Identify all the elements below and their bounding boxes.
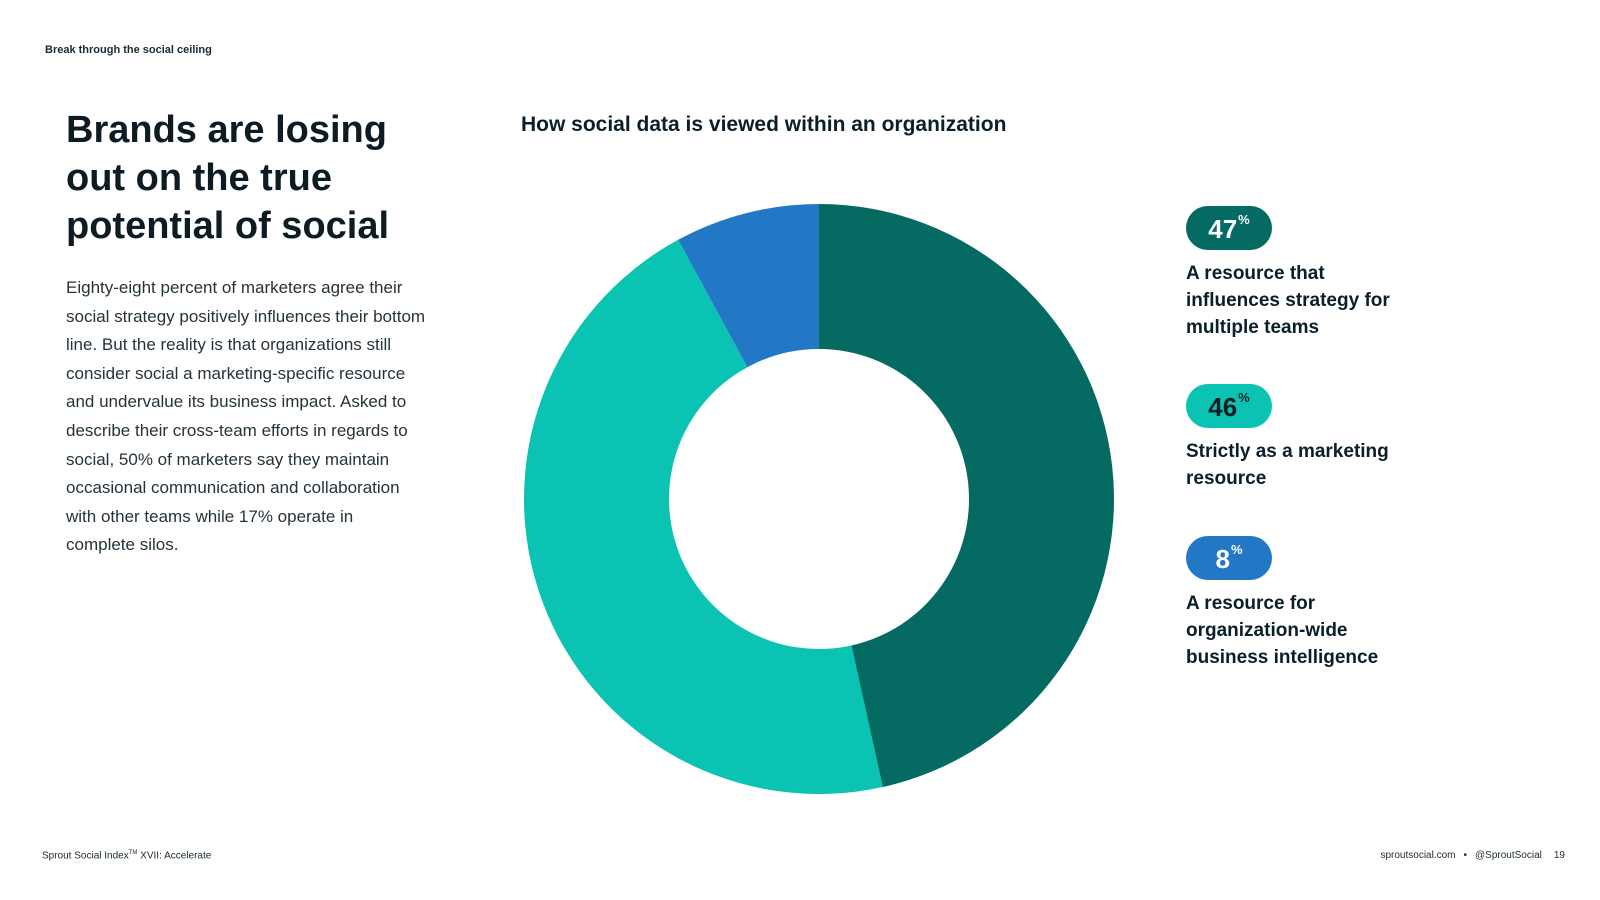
legend-label: Strictly as a marketing resource [1186, 441, 1389, 489]
running-title: Break through the social ceiling [45, 44, 212, 56]
legend-value: 8 [1215, 544, 1230, 574]
publication-name: Sprout Social Index [42, 850, 129, 862]
legend-value-badge: 8% [1186, 536, 1272, 580]
legend-item-marketing-resource: 46% Strictly as a marketing resource [1186, 384, 1416, 492]
donut-slice-multiple-teams [819, 204, 1114, 788]
donut-slice-business-intelligence [678, 204, 819, 368]
social-handle-link[interactable]: @SproutSocial [1475, 850, 1542, 861]
legend-item-business-intelligence: 8% A resource for organization-wide busi… [1186, 536, 1416, 671]
legend-label: A resource that influences strategy for … [1186, 263, 1390, 338]
legend-unit: % [1238, 212, 1250, 227]
publication-edition: XVII: Accelerate [137, 850, 212, 862]
legend-value-badge: 47% [1186, 206, 1272, 250]
footer-separator: • [1463, 850, 1468, 861]
body-paragraph: Eighty-eight percent of marketers agree … [66, 278, 426, 555]
trademark-mark: TM [128, 850, 138, 856]
footer-publication: Sprout Social IndexTM XVII: Accelerate [42, 850, 211, 861]
chart-title: How social data is viewed within an orga… [521, 113, 1007, 136]
legend-unit: % [1230, 542, 1243, 557]
legend-label: A resource for organization-wide busines… [1186, 593, 1379, 668]
donut-slice-marketing-resource [524, 239, 883, 794]
page-headline: Brands are losing out on the true potent… [66, 109, 390, 247]
donut-chart [524, 204, 1114, 794]
footer-links: sproutsocial.com • @SproutSocial 19 [1380, 850, 1565, 861]
legend-item-multiple-teams: 47% A resource that influences strategy … [1186, 206, 1416, 341]
page-number: 19 [1553, 850, 1565, 861]
legend-value-badge: 46% [1186, 384, 1272, 428]
legend-unit: % [1238, 390, 1250, 405]
legend-value: 47 [1208, 214, 1238, 244]
legend-value: 46 [1208, 392, 1238, 422]
website-link[interactable]: sproutsocial.com [1380, 850, 1456, 861]
